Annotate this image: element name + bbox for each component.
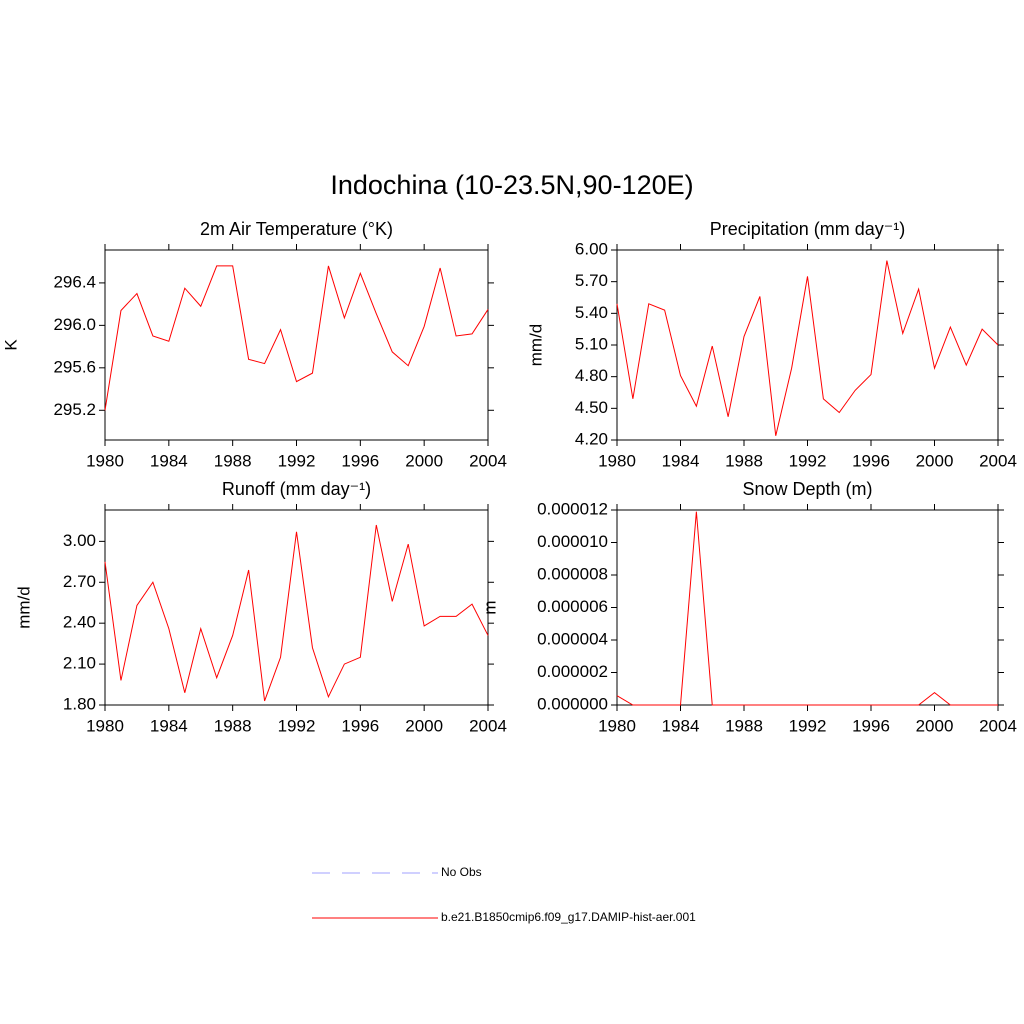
x-tick-label: 2004 — [469, 451, 507, 470]
data-line — [616, 260, 999, 436]
y-tick-label: 3.00 — [63, 531, 96, 550]
x-tick-label: 2004 — [979, 451, 1017, 470]
y-tick-label: 0.000006 — [537, 597, 608, 616]
y-axis-label: mm/d — [526, 324, 545, 367]
y-tick-label: 296.0 — [53, 315, 96, 334]
y-tick-label: 4.50 — [575, 398, 608, 417]
x-tick-label: 1996 — [341, 716, 379, 735]
data-line — [104, 265, 489, 411]
y-tick-label: 4.20 — [575, 429, 608, 448]
x-tick-label: 1992 — [789, 716, 827, 735]
x-tick-label: 1988 — [214, 451, 252, 470]
y-tick-label: 0.000010 — [537, 532, 608, 551]
legend-label: No Obs — [441, 865, 482, 879]
panel-title: Runoff (mm day⁻¹) — [222, 479, 371, 499]
x-tick-label: 1980 — [86, 451, 124, 470]
legend-label: b.e21.B1850cmip6.f09_g17.DAMIP-hist-aer.… — [441, 910, 696, 924]
figure-title: Indochina (10-23.5N,90-120E) — [330, 170, 693, 200]
y-tick-label: 6.00 — [575, 239, 608, 258]
x-tick-label: 2000 — [916, 451, 954, 470]
x-tick-label: 1996 — [341, 451, 379, 470]
y-tick-label: 0.000012 — [537, 499, 608, 518]
x-tick-label: 1996 — [852, 716, 890, 735]
plot-frame — [104, 249, 489, 441]
x-tick-label: 1992 — [278, 716, 316, 735]
y-axis-label: m — [480, 600, 499, 614]
y-tick-label: 0.000000 — [537, 694, 608, 713]
x-tick-label: 1980 — [598, 716, 636, 735]
y-tick-label: 1.80 — [63, 694, 96, 713]
y-tick-label: 0.000002 — [537, 662, 608, 681]
x-tick-label: 1988 — [725, 451, 763, 470]
y-tick-label: 2.10 — [63, 654, 96, 673]
x-tick-label: 2004 — [469, 716, 507, 735]
y-tick-label: 295.2 — [53, 400, 96, 419]
y-tick-label: 296.4 — [53, 272, 96, 291]
y-axis-label: mm/d — [14, 586, 33, 629]
x-tick-label: 1992 — [278, 451, 316, 470]
x-tick-label: 2000 — [405, 716, 443, 735]
x-tick-label: 1984 — [662, 716, 700, 735]
x-tick-label: 1992 — [789, 451, 827, 470]
panel-title: Precipitation (mm day⁻¹) — [710, 219, 906, 239]
data-line — [104, 524, 489, 702]
x-tick-label: 1996 — [852, 451, 890, 470]
plot-frame — [616, 509, 999, 706]
x-tick-label: 2004 — [979, 716, 1017, 735]
y-axis-label: K — [1, 339, 20, 351]
data-line — [616, 511, 998, 706]
x-tick-label: 1984 — [150, 451, 188, 470]
y-tick-label: 2.40 — [63, 613, 96, 632]
y-tick-label: 2.70 — [63, 572, 96, 591]
x-tick-label: 1988 — [214, 716, 252, 735]
y-tick-label: 5.40 — [575, 303, 608, 322]
panel-title: Snow Depth (m) — [742, 479, 872, 499]
y-tick-label: 5.70 — [575, 271, 608, 290]
y-tick-label: 4.80 — [575, 366, 608, 385]
x-tick-label: 1988 — [725, 716, 763, 735]
x-tick-label: 2000 — [405, 451, 443, 470]
y-tick-label: 5.10 — [575, 334, 608, 353]
y-tick-label: 0.000008 — [537, 564, 608, 583]
y-tick-label: 295.6 — [53, 357, 96, 376]
y-tick-label: 0.000004 — [537, 629, 608, 648]
x-tick-label: 1980 — [598, 451, 636, 470]
x-tick-label: 2000 — [916, 716, 954, 735]
x-tick-label: 1984 — [150, 716, 188, 735]
x-tick-label: 1980 — [86, 716, 124, 735]
panel-title: 2m Air Temperature (°K) — [200, 219, 393, 239]
x-tick-label: 1984 — [662, 451, 700, 470]
plot-frame — [104, 509, 489, 706]
